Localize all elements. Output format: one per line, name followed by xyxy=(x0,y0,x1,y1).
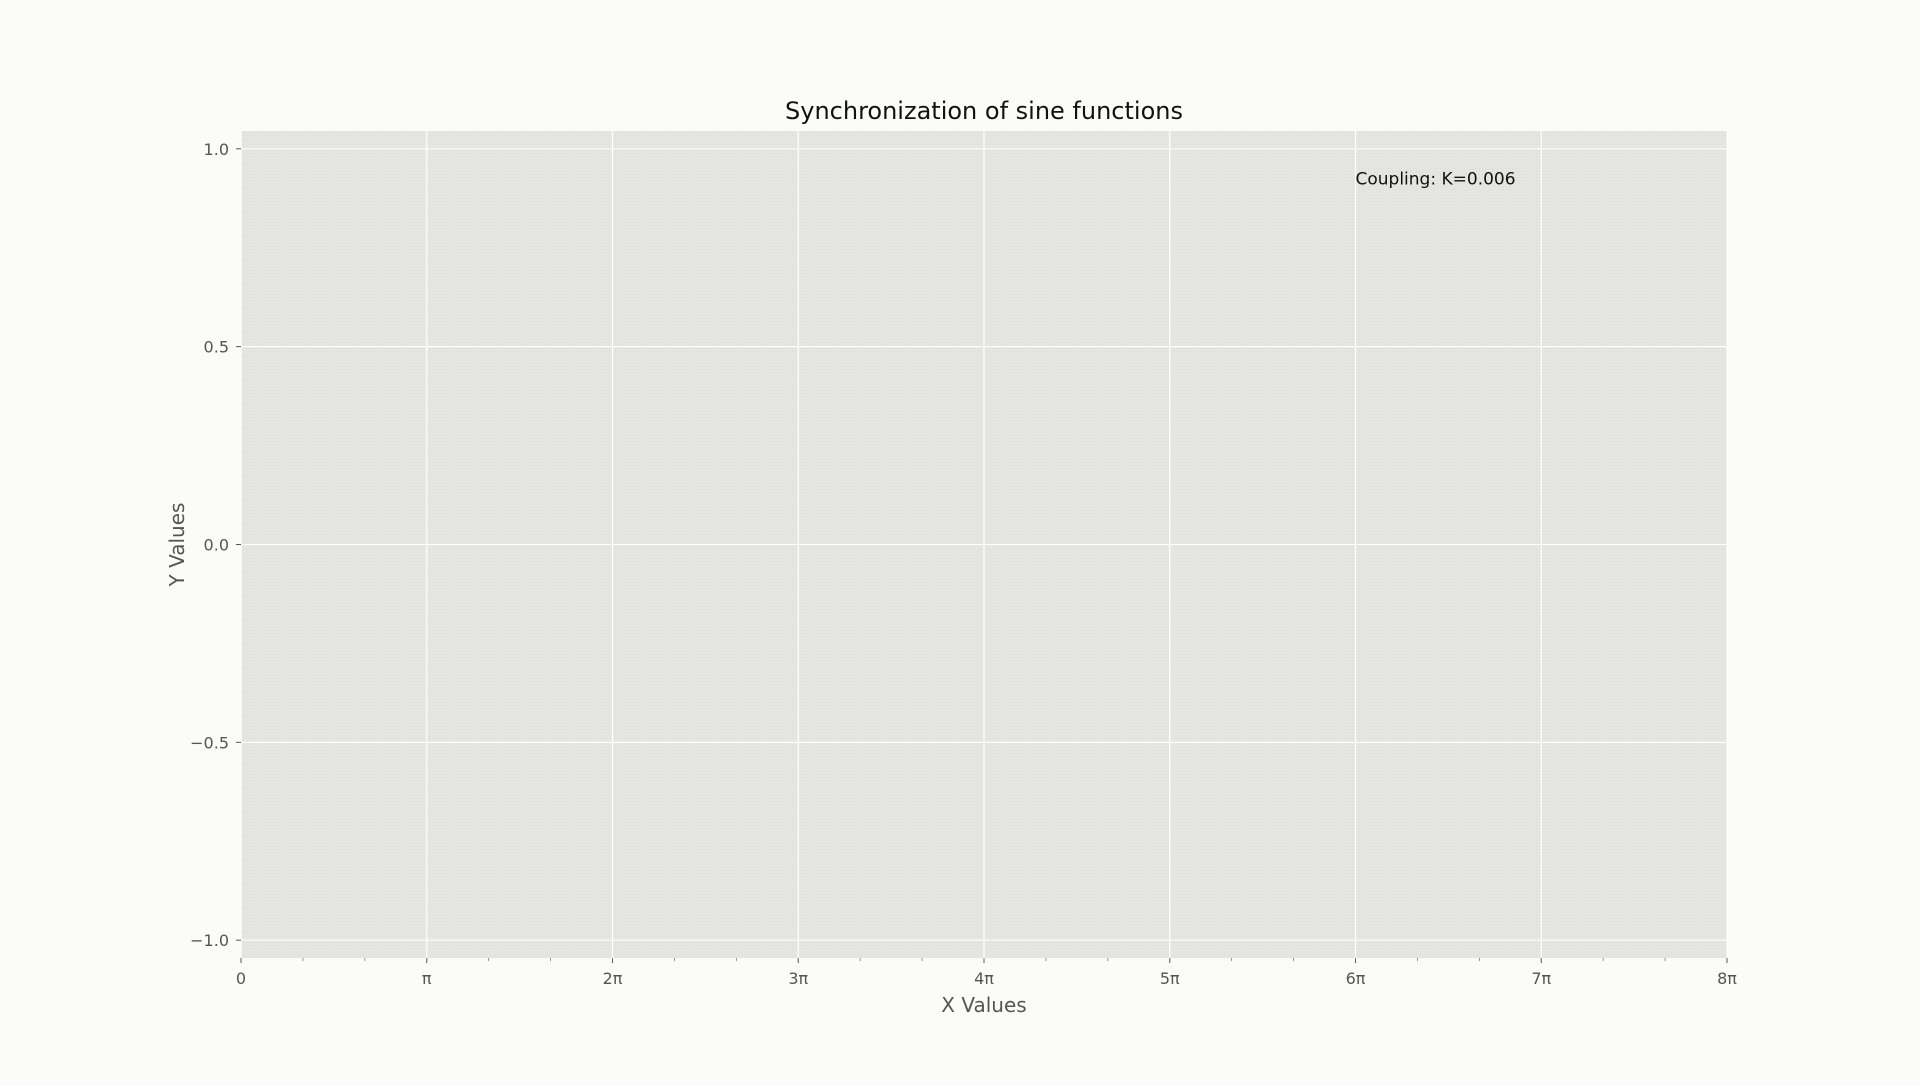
x-tick-label: 4π xyxy=(974,969,994,988)
y-tick-label: −1.0 xyxy=(190,931,229,950)
x-tick-label: 5π xyxy=(1160,969,1180,988)
chart-title: Synchronization of sine functions xyxy=(785,97,1183,125)
x-tick-label: 0 xyxy=(236,969,246,988)
x-tick-label: 8π xyxy=(1717,969,1737,988)
y-tick-label: 1.0 xyxy=(204,140,229,159)
x-tick-label: 6π xyxy=(1346,969,1366,988)
x-tick-label: π xyxy=(422,969,432,988)
coupling-annotation: Coupling: K=0.006 xyxy=(1356,169,1516,189)
y-tick-label: 0.0 xyxy=(204,536,229,555)
y-axis-label: Y Values xyxy=(165,503,189,588)
x-tick-label: 3π xyxy=(788,969,808,988)
grid-layer xyxy=(240,131,1728,958)
ticks-layer: 0 π 2π 3π 4π 5π 6π 7π 8π 1.0 0.5 0.0 −0.5 −1.0 xyxy=(190,140,1737,988)
y-tick-label: 0.5 xyxy=(204,338,229,357)
x-axis-label: X Values xyxy=(941,993,1026,1017)
x-tick-label: 2π xyxy=(603,969,623,988)
y-tick-label: −0.5 xyxy=(190,733,229,752)
x-tick-label: 7π xyxy=(1531,969,1551,988)
